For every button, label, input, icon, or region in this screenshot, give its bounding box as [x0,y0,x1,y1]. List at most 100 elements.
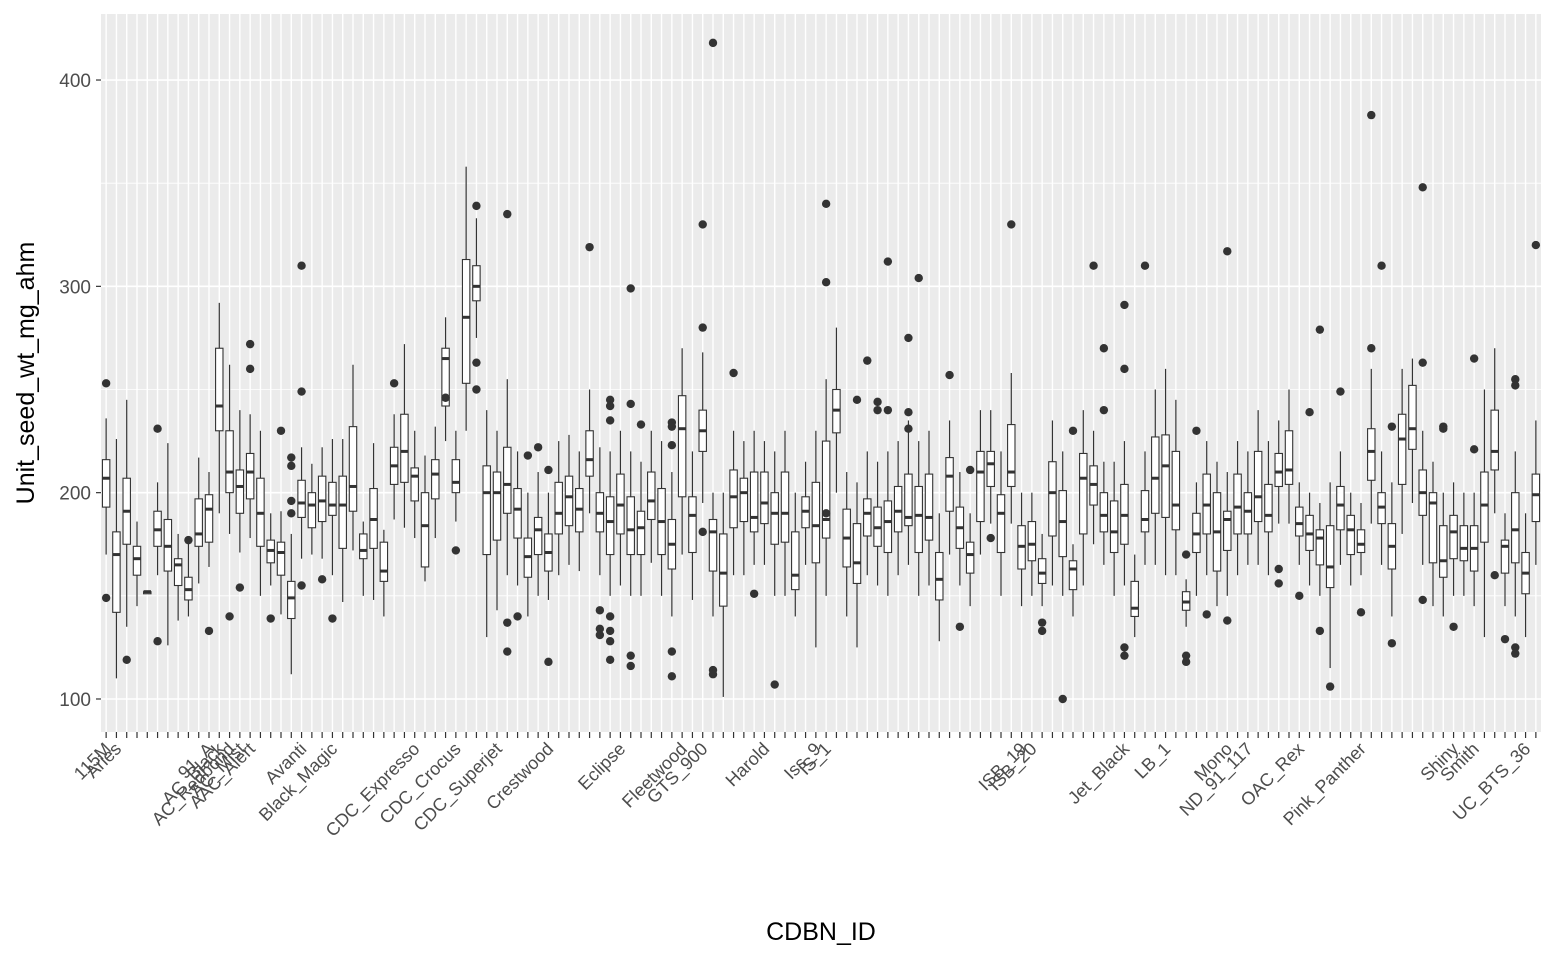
iqr-box [1027,521,1037,562]
box-Guardian [729,368,738,576]
iqr-box [215,347,224,432]
iqr-box [945,457,954,512]
iqr-box [924,473,934,541]
box-LB_3 [1192,426,1201,596]
outlier-point [287,453,296,462]
box-Horizon [780,430,790,596]
iqr-box [420,492,430,568]
box-Redhawk [1439,422,1448,617]
outlier-point [1202,610,1211,619]
outlier-point [595,624,605,634]
iqr-box [1428,492,1438,564]
iqr-box [235,469,245,514]
box-Merlot [1212,461,1222,607]
box-Cabernet [400,344,409,528]
box-Sunrise [1521,513,1530,638]
box-ND_91_117 [1264,441,1273,576]
iqr-box [677,395,687,498]
box-CDC_Crocus [451,430,461,555]
box-ISB_26 [1109,461,1119,596]
box-ISB_9 [935,513,944,642]
outlier-point [1181,550,1191,559]
iqr-box [1346,514,1355,556]
iqr-box [1253,450,1263,523]
box-Nodak [1295,482,1304,601]
box-OAC_Rex [1315,325,1325,636]
outlier-point [883,257,893,266]
box-Apex [287,453,296,675]
box-Blackcat [348,364,358,551]
outlier-point [873,405,882,415]
box-ISB_24 [1089,261,1098,545]
iqr-box [904,473,913,527]
box-Ember [626,284,635,671]
outlier-point [1325,682,1335,691]
outlier-point [698,220,707,229]
outlier-point [863,356,872,365]
iqr-box [1233,473,1242,535]
outlier-point [904,333,913,343]
box-Midnight [1223,247,1232,625]
outlier-point [605,637,615,646]
box-Remington [1449,482,1458,631]
y-tick-label: 300 [59,277,91,298]
iqr-box [1315,529,1325,566]
box-ISB_19 [1037,533,1047,636]
outlier-point [1511,649,1520,658]
iqr-box [1480,471,1489,543]
outlier-point [1223,247,1232,256]
outlier-point [605,655,615,664]
box-AC_Black [215,302,224,514]
iqr-box [780,471,790,543]
y-tick-label: 100 [59,690,91,711]
iqr-box [688,496,697,554]
iqr-box [513,487,522,539]
iqr-box [863,498,872,537]
iqr-box [935,551,944,601]
box-Mono [1243,451,1253,565]
box-Dynasty [605,395,615,664]
outlier-point [245,364,255,374]
outlier-point [605,395,615,405]
box-Sedona [1459,492,1469,596]
iqr-box [791,531,800,591]
outlier-point [441,393,450,402]
iqr-box [883,500,893,554]
iqr-box [348,426,358,512]
outlier-point [1295,591,1304,601]
box-IS_1 [821,199,831,596]
iqr-box [605,496,615,556]
box-Montcalm [1233,441,1242,576]
box-Hatton [739,441,749,576]
box-Black_Bear [338,439,347,603]
box-ISB_25 [1099,344,1109,565]
box-Pinto_UI [1387,422,1397,648]
box-DeltaS [585,242,594,514]
box-AC_Mist [235,410,245,592]
box-Avanti [297,261,306,590]
outlier-point [1181,651,1191,660]
outlier-point [667,422,677,431]
iqr-box [986,450,995,488]
outlier-point [245,339,255,349]
outlier-point [122,655,131,664]
x-tick-label: Jet_Black [1064,738,1135,809]
box-CDC_WM1 [503,209,512,656]
box-CDC_Pinnacle [533,443,543,596]
plot-panel [101,14,1541,732]
iqr-box [626,496,635,556]
outlier-point [266,614,275,623]
iqr-box [1274,452,1283,488]
outlier-point [708,670,718,679]
y-tick-label: 200 [59,484,91,505]
outlier-point [225,612,234,621]
x-tick-label: Harold [722,739,774,791]
iqr-box [328,481,337,516]
outlier-point [1305,408,1314,417]
box-Bill Z [143,590,152,595]
iqr-box [492,471,502,541]
box-Crestwood [544,465,553,667]
outlier-point [1418,358,1427,367]
outlier-point [1387,639,1397,648]
iqr-box [317,475,327,523]
